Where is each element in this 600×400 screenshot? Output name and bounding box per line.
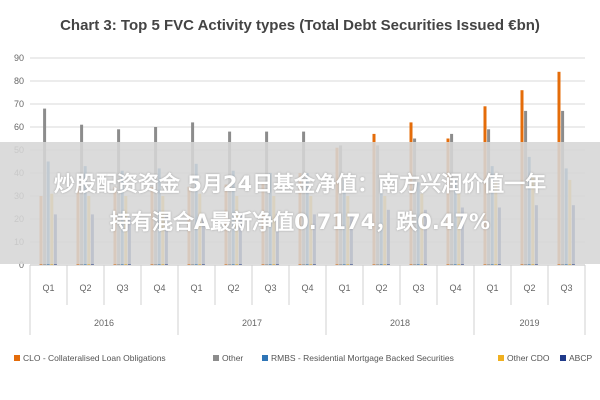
x-tick-label: Q4 xyxy=(301,283,313,293)
chart-title: Chart 3: Top 5 FVC Activity types (Total… xyxy=(60,17,540,34)
x-tick-label: Q1 xyxy=(42,283,54,293)
legend-swatch xyxy=(14,355,20,361)
legend-label: ABCP xyxy=(569,353,592,363)
year-label: 2017 xyxy=(242,318,262,328)
y-tick-label: 0 xyxy=(19,260,24,270)
x-tick-label: Q2 xyxy=(523,283,535,293)
x-tick-label: Q2 xyxy=(227,283,239,293)
legend-label: Other xyxy=(222,353,243,363)
year-label: 2019 xyxy=(519,318,539,328)
y-tick-label: 80 xyxy=(14,76,24,86)
x-axis-ticks: Q1 Q2 Q3 Q4 Q1 Q2 Q3 Q4 Q1 Q2 Q3 Q4 Q1 Q2 Q3 2016 2017 20… xyxy=(29,264,586,335)
headline-line-1: 炒股配资资金 5月24日基金净值：南方兴润价值一年 xyxy=(53,172,547,196)
headline-overlay: 炒股配资资金 5月24日基金净值：南方兴润价值一年 持有混合A最新净值0.717… xyxy=(0,142,600,264)
legend-label: CLO - Collateralised Loan Obligations xyxy=(23,353,166,363)
x-tick-label: Q3 xyxy=(412,283,424,293)
year-label: 2016 xyxy=(94,318,114,328)
x-tick-label: Q3 xyxy=(116,283,128,293)
legend-swatch xyxy=(498,355,504,361)
x-tick-label: Q2 xyxy=(375,283,387,293)
x-tick-label: Q3 xyxy=(264,283,276,293)
x-tick-label: Q1 xyxy=(338,283,350,293)
x-tick-label: Q1 xyxy=(190,283,202,293)
y-tick-label: 90 xyxy=(14,53,24,63)
x-tick-label: Q2 xyxy=(79,283,91,293)
legend-label: Other CDO xyxy=(507,353,550,363)
y-tick-label: 70 xyxy=(14,99,24,109)
legend-swatch xyxy=(213,355,219,361)
x-tick-label: Q4 xyxy=(449,283,461,293)
x-tick-label: Q1 xyxy=(486,283,498,293)
y-tick-label: 60 xyxy=(14,122,24,132)
headline-line-2: 持有混合A最新净值0.7174，跌0.47% xyxy=(109,210,491,234)
legend-swatch xyxy=(560,355,566,361)
legend-swatch xyxy=(262,355,268,361)
x-tick-label: Q4 xyxy=(153,283,165,293)
legend-label: RMBS - Residential Mortgage Backed Secur… xyxy=(271,353,454,363)
year-label: 2018 xyxy=(390,318,410,328)
x-tick-label: Q3 xyxy=(560,283,572,293)
legend: CLO - Collateralised Loan Obligations Oth… xyxy=(14,353,592,363)
